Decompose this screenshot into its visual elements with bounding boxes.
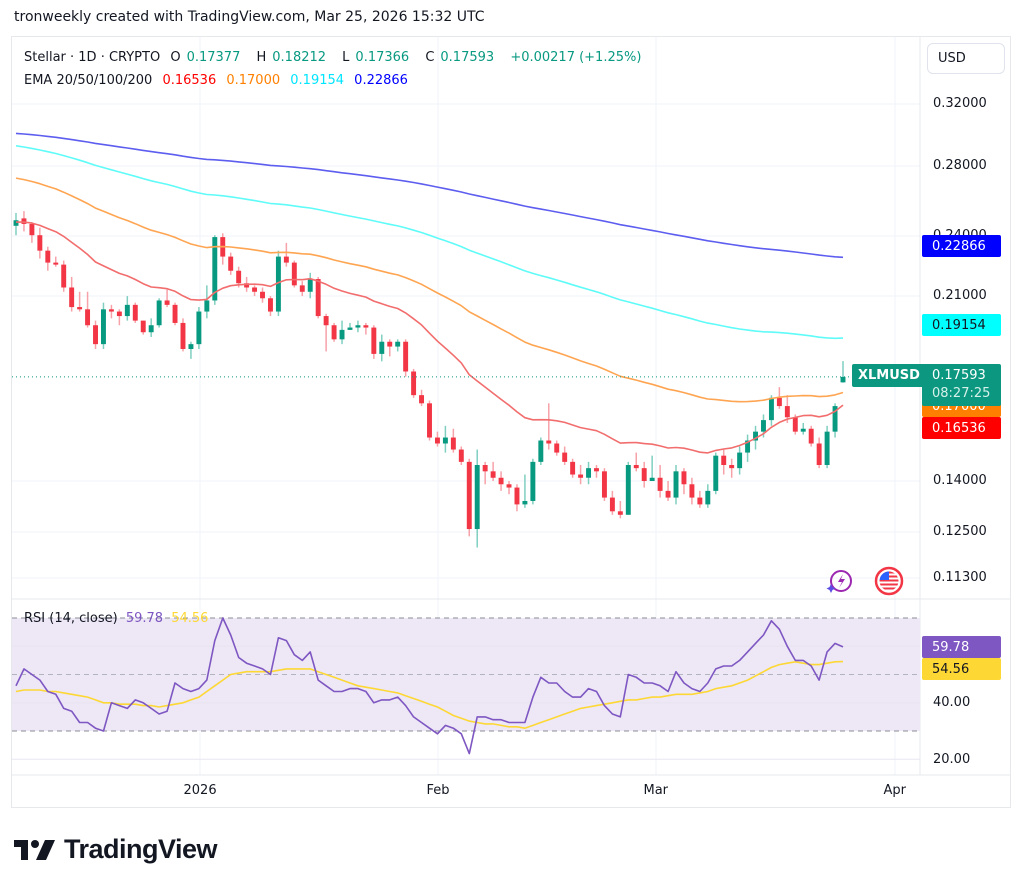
brand-name: TradingView (64, 834, 218, 864)
rsi-ma-value: 54.56 (171, 611, 209, 626)
chart-frame (11, 36, 1011, 808)
rsi-tick-label: 20.00 (933, 752, 971, 767)
close-value: 0.17593 (440, 50, 495, 65)
high-value: 0.18212 (272, 50, 327, 65)
bar-countdown: 08:27:25 (932, 386, 991, 401)
ohlc-row: Stellar · 1D · CRYPTO O 0.17377 H 0.18212 … (24, 50, 642, 65)
sparkle-lightning-icon[interactable] (825, 566, 855, 596)
symbol-tag: XLMUSD (852, 364, 926, 387)
time-tick-label: Apr (883, 783, 907, 798)
rsi-ma-tag: 54.56 (922, 658, 1001, 680)
chart-legend: Stellar · 1D · CRYPTO O 0.17377 H 0.18212 … (24, 46, 647, 92)
rsi-value-tag: 59.78 (922, 636, 1001, 658)
last-price: 0.17593 (932, 368, 986, 383)
last-price-tag: 0.17593 08:27:25 (922, 364, 1001, 406)
rsi-legend: RSI (14, close) 59.78 54.56 (24, 611, 208, 626)
low-value: 0.17366 (355, 50, 410, 65)
price-tick-label: 0.11300 (933, 570, 987, 585)
time-tick-label: Feb (426, 783, 450, 798)
ema20-price-tag: 0.16536 (922, 417, 1001, 439)
price-tick-label: 0.32000 (933, 96, 987, 111)
price-tick-label: 0.21000 (933, 288, 987, 303)
price-tick-label: 0.28000 (933, 158, 987, 173)
time-tick-label: 2026 (183, 783, 217, 798)
ema-title[interactable]: EMA 20/50/100/200 (24, 73, 153, 88)
rsi-tick-label: 40.00 (933, 695, 971, 710)
tradingview-logo[interactable]: TradingView (14, 834, 218, 865)
rsi-title[interactable]: RSI (14, close) (24, 611, 118, 626)
ema100-price-tag: 0.19154 (922, 314, 1001, 336)
symbol-title[interactable]: Stellar · 1D · CRYPTO (24, 50, 161, 65)
us-flag-icon[interactable] (874, 566, 904, 596)
open-value: 0.17377 (186, 50, 241, 65)
change-value: +0.00217 (+1.25%) (510, 50, 642, 65)
ema50-value: 0.17000 (226, 73, 281, 88)
price-tick-label: 0.12500 (933, 524, 987, 539)
ema100-value: 0.19154 (290, 73, 345, 88)
ema200-price-tag: 0.22866 (922, 235, 1001, 257)
ema200-value: 0.22866 (354, 73, 408, 88)
tradingview-logo-icon (14, 839, 55, 860)
price-tick-label: 0.14000 (933, 473, 987, 488)
ema20-value: 0.16536 (162, 73, 217, 88)
currency-button[interactable]: USD (927, 43, 1005, 74)
rsi-value: 59.78 (125, 611, 164, 626)
chart-credit: tronweekly created with TradingView.com,… (14, 9, 485, 25)
ema-row: EMA 20/50/100/200 0.16536 0.17000 0.1915… (24, 69, 647, 92)
time-tick-label: Mar (643, 783, 669, 798)
